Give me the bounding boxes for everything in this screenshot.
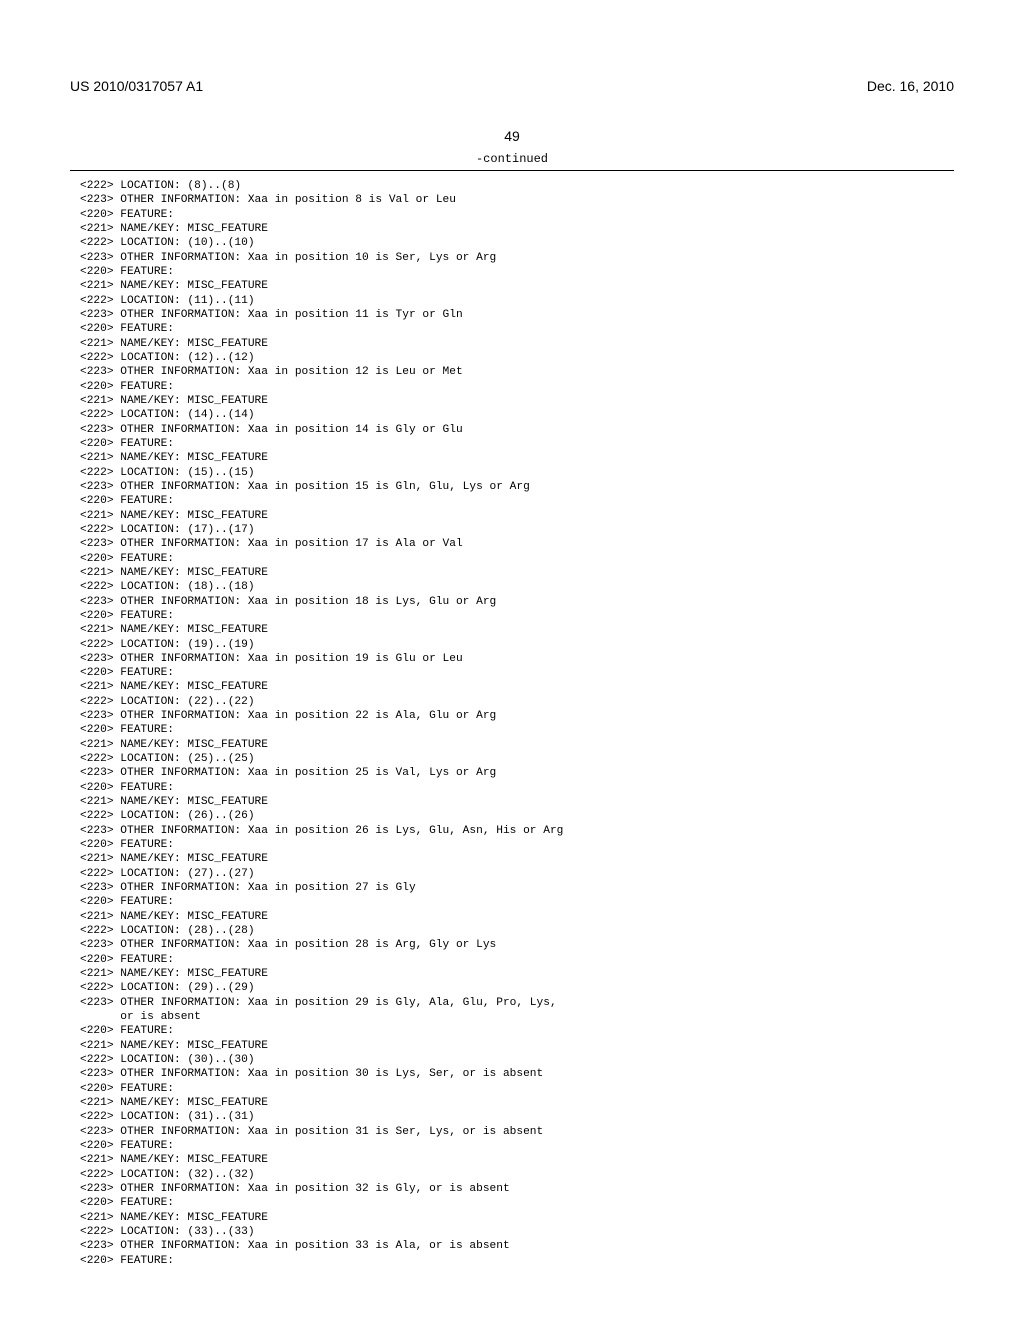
- continued-label: -continued: [70, 152, 954, 166]
- publication-date: Dec. 16, 2010: [867, 78, 954, 94]
- page-number: 49: [70, 128, 954, 144]
- sequence-listing-body: <222> LOCATION: (8)..(8) <223> OTHER INF…: [70, 179, 954, 1268]
- page-header: US 2010/0317057 A1 Dec. 16, 2010: [70, 78, 954, 94]
- publication-number: US 2010/0317057 A1: [70, 78, 203, 94]
- page-container: US 2010/0317057 A1 Dec. 16, 2010 49 -con…: [0, 0, 1024, 1320]
- separator-line: [70, 170, 954, 171]
